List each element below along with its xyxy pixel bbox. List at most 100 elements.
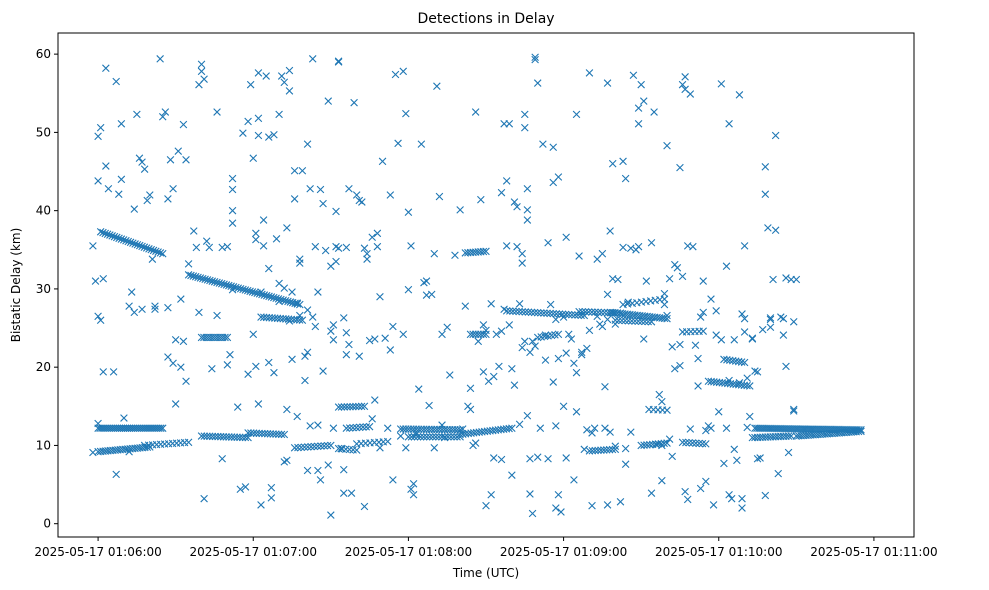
data-point-marker (407, 242, 415, 250)
data-point-marker (329, 424, 338, 433)
data-point-marker (533, 308, 542, 317)
data-point-marker (272, 430, 280, 438)
data-point-marker (236, 284, 245, 293)
data-point-marker (280, 78, 289, 87)
data-point-marker (591, 308, 599, 316)
data-point-marker (345, 184, 353, 193)
data-point-marker (151, 305, 159, 314)
data-point-marker (244, 370, 252, 379)
data-point-marker (748, 334, 757, 343)
data-point-marker (523, 206, 532, 214)
data-point-marker (151, 302, 159, 310)
data-point-marker (487, 490, 495, 499)
data-point-marker (402, 109, 410, 118)
data-point-marker (637, 80, 645, 89)
x-tick-label: 2025-05-17 01:10:00 (655, 545, 782, 559)
data-point-marker (179, 120, 188, 129)
data-point-marker (735, 91, 744, 99)
data-point-marker (663, 439, 671, 447)
data-point-marker (138, 242, 146, 251)
data-point-marker (349, 423, 357, 432)
data-point-marker (254, 131, 263, 140)
data-point-marker (389, 322, 397, 331)
data-point-marker (306, 422, 314, 430)
data-point-marker (655, 390, 664, 399)
data-point-marker (699, 327, 708, 335)
data-point-marker (611, 320, 620, 328)
y-tick-label: 60 (36, 47, 51, 61)
data-point-marker (201, 275, 209, 284)
data-point-marker (125, 447, 133, 456)
data-point-marker (627, 428, 635, 436)
data-point-marker (117, 119, 126, 128)
data-point-marker (588, 446, 597, 455)
data-point-marker (166, 155, 175, 164)
data-point-marker (133, 240, 142, 249)
data-point-marker (590, 424, 599, 433)
data-point-marker (249, 429, 258, 437)
data-point-marker (257, 288, 265, 296)
data-point-marker (725, 376, 733, 385)
data-point-marker (730, 335, 739, 344)
data-point-marker (524, 308, 533, 316)
data-point-marker (557, 508, 565, 516)
data-point-marker (688, 439, 697, 447)
data-point-marker (537, 309, 545, 317)
data-point-marker (301, 376, 309, 385)
data-point-marker (694, 354, 702, 363)
data-point-marker (115, 234, 123, 243)
data-point-marker (152, 247, 160, 256)
data-point-marker (502, 177, 511, 185)
data-point-marker (562, 454, 570, 462)
data-point-marker (296, 255, 304, 263)
data-point-marker (89, 448, 97, 457)
data-point-marker (564, 310, 573, 319)
data-point-marker (731, 357, 740, 365)
data-point-marker (259, 216, 268, 224)
data-point-marker (756, 454, 764, 462)
data-point-marker (243, 286, 252, 295)
data-point-marker (371, 396, 379, 404)
data-point-marker (575, 252, 583, 260)
data-point-marker (857, 427, 865, 436)
data-point-marker (602, 446, 611, 454)
data-point-marker (254, 400, 263, 408)
data-point-marker (148, 255, 157, 263)
data-point-marker (300, 443, 309, 451)
data-point-marker (130, 308, 139, 317)
data-point-marker (738, 504, 746, 512)
data-point-marker (334, 244, 343, 253)
data-point-marker (319, 199, 327, 208)
data-point-marker (714, 407, 723, 416)
data-point-marker (339, 489, 348, 497)
data-point-marker (564, 330, 573, 339)
data-point-marker (466, 405, 475, 414)
data-point-marker (766, 314, 775, 322)
data-point-marker (223, 361, 232, 369)
data-point-marker (99, 274, 108, 283)
data-point-marker (102, 64, 110, 73)
data-point-marker (355, 352, 364, 361)
data-point-marker (110, 232, 119, 241)
data-point-marker (342, 243, 351, 252)
data-point-marker (616, 497, 625, 506)
data-point-marker (174, 147, 183, 155)
data-point-marker (782, 362, 790, 371)
data-point-marker (308, 55, 317, 63)
data-point-marker (91, 277, 100, 285)
data-point-marker (345, 424, 354, 432)
data-point-marker (314, 466, 322, 475)
data-point-marker (365, 336, 374, 345)
data-point-marker (228, 219, 237, 227)
data-point-marker (726, 356, 734, 365)
data-point-marker (489, 372, 498, 381)
data-point-marker (554, 354, 563, 363)
data-point-marker (730, 445, 739, 454)
data-point-marker (360, 244, 369, 253)
data-point-marker (580, 445, 589, 454)
data-point-marker (220, 280, 228, 289)
data-point-marker (474, 337, 483, 346)
data-point-marker (396, 432, 405, 440)
data-point-marker (533, 79, 542, 87)
data-point-marker (239, 129, 247, 137)
